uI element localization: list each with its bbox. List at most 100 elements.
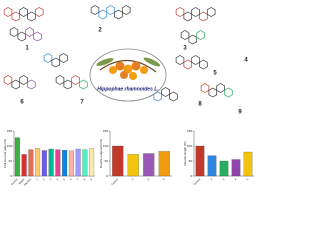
y-tick-label: 50 bbox=[105, 159, 109, 163]
berries bbox=[96, 57, 161, 80]
bar bbox=[207, 155, 217, 177]
ring bbox=[169, 91, 178, 102]
berry bbox=[120, 71, 128, 79]
bar bbox=[21, 154, 27, 177]
y-axis-title: Neurite outgrowth (%) bbox=[99, 139, 103, 168]
ring bbox=[33, 31, 42, 42]
x-tick-label: 4 bbox=[55, 177, 59, 181]
ring bbox=[90, 5, 100, 15]
x-tick-label: 3 bbox=[48, 177, 52, 181]
bar bbox=[89, 148, 95, 177]
compound-label: 2 bbox=[98, 28, 102, 34]
bar bbox=[62, 150, 68, 177]
compound-label: 9 bbox=[238, 110, 242, 116]
x-tick-label: 6 bbox=[69, 177, 73, 181]
bar bbox=[143, 153, 155, 177]
y-tick-label: 100 bbox=[187, 144, 192, 148]
berry bbox=[109, 66, 117, 74]
ring bbox=[200, 83, 210, 93]
bar bbox=[112, 145, 124, 177]
x-tick-label: Control bbox=[110, 177, 119, 186]
x-tick-label: 5 bbox=[245, 177, 249, 181]
compound-label: 8 bbox=[198, 102, 202, 108]
bar bbox=[195, 145, 205, 177]
structures: 1 2 3 4 5 6 7 8 9 bbox=[3, 5, 248, 116]
compound-label: 1 bbox=[25, 46, 29, 52]
x-tick-label: 1 bbox=[35, 177, 39, 181]
x-tick-label: 2 bbox=[209, 177, 213, 181]
x-tick-label: 2 bbox=[42, 177, 46, 181]
ring bbox=[59, 53, 68, 63]
bar bbox=[48, 148, 54, 177]
bar bbox=[41, 150, 47, 177]
ring bbox=[199, 59, 208, 70]
bar bbox=[158, 151, 170, 177]
bar bbox=[55, 149, 61, 177]
y-tick-label: 0 bbox=[190, 174, 192, 178]
bar bbox=[243, 151, 253, 177]
ring bbox=[27, 79, 36, 90]
y-tick-label: 0 bbox=[10, 174, 12, 178]
x-tick-label: 9 bbox=[162, 177, 166, 181]
x-tick-label: 2 bbox=[131, 177, 135, 181]
compound-label: 6 bbox=[20, 100, 24, 106]
ring bbox=[43, 53, 53, 63]
ring bbox=[175, 55, 185, 65]
ring bbox=[196, 30, 205, 40]
y-tick-label: 50 bbox=[189, 159, 193, 163]
x-tick-label: 8 bbox=[82, 177, 86, 181]
ring bbox=[3, 7, 13, 17]
ring bbox=[3, 75, 13, 85]
bar bbox=[28, 149, 34, 177]
x-tick-label: Model bbox=[17, 177, 25, 185]
bar bbox=[127, 154, 139, 177]
y-tick-label: 150 bbox=[187, 129, 192, 133]
compound-label: 3 bbox=[183, 46, 187, 52]
ring bbox=[175, 7, 185, 17]
x-tick-label: 5 bbox=[62, 177, 66, 181]
branch bbox=[99, 59, 157, 73]
leaf bbox=[143, 57, 161, 67]
y-tick-label: 50 bbox=[9, 159, 13, 163]
y-axis-title: Cell survival rates (%) bbox=[3, 139, 7, 168]
berry bbox=[115, 61, 125, 71]
ring bbox=[224, 87, 233, 98]
ring bbox=[55, 75, 65, 85]
x-tick-label: 4 bbox=[233, 177, 237, 181]
bar bbox=[219, 160, 229, 177]
y-tick-label: 100 bbox=[7, 144, 12, 148]
x-tick-label: MK-801 bbox=[23, 177, 33, 187]
x-tick-label: 3 bbox=[146, 177, 150, 181]
compound-label: 4 bbox=[244, 58, 248, 64]
bar bbox=[14, 137, 20, 177]
compound-label: 7 bbox=[80, 100, 84, 106]
ring bbox=[121, 5, 131, 15]
berry bbox=[123, 64, 133, 74]
bar bbox=[231, 159, 241, 177]
ring bbox=[79, 79, 88, 90]
ring bbox=[180, 30, 190, 40]
y-tick-label: 150 bbox=[103, 129, 108, 133]
compound-label: 5 bbox=[213, 71, 217, 77]
ring bbox=[191, 55, 200, 65]
ring bbox=[216, 83, 225, 93]
bar bbox=[35, 148, 41, 177]
y-axis-title: Neurite length (%) bbox=[183, 141, 187, 165]
x-tick-label: Control bbox=[192, 177, 201, 186]
ring bbox=[71, 75, 80, 85]
ring bbox=[206, 7, 216, 17]
leaf bbox=[96, 58, 114, 66]
berry bbox=[129, 72, 137, 80]
plant-name: Hippophae rhamnoides L. bbox=[97, 86, 158, 92]
ring bbox=[161, 87, 170, 97]
x-tick-label: 3 bbox=[221, 177, 225, 181]
bar bbox=[75, 148, 81, 177]
x-tick-label: Control bbox=[10, 177, 19, 186]
bar bbox=[68, 150, 74, 177]
y-tick-label: 100 bbox=[103, 144, 108, 148]
ring bbox=[191, 7, 200, 17]
x-tick-label: 7 bbox=[75, 177, 79, 181]
